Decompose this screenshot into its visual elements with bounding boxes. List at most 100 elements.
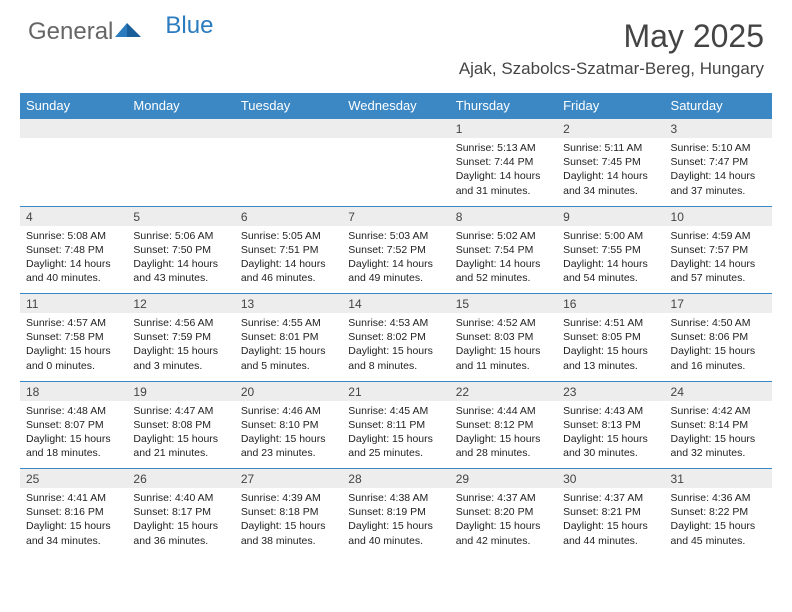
daylight-line: Daylight: 14 hours and 49 minutes. <box>348 257 443 285</box>
day-number-cell: 21 <box>342 381 449 401</box>
day-detail-cell: Sunrise: 4:56 AMSunset: 7:59 PMDaylight:… <box>127 313 234 381</box>
daylight-line: Daylight: 15 hours and 45 minutes. <box>671 519 766 547</box>
sunset-line: Sunset: 7:47 PM <box>671 155 766 169</box>
day-number-cell: 11 <box>20 294 127 314</box>
day-detail-cell: Sunrise: 4:41 AMSunset: 8:16 PMDaylight:… <box>20 488 127 556</box>
sunrise-line: Sunrise: 5:02 AM <box>456 229 551 243</box>
day-detail-cell: Sunrise: 5:08 AMSunset: 7:48 PMDaylight:… <box>20 226 127 294</box>
daylight-line: Daylight: 15 hours and 40 minutes. <box>348 519 443 547</box>
day-number-cell: 7 <box>342 206 449 226</box>
sunset-line: Sunset: 7:55 PM <box>563 243 658 257</box>
sunset-line: Sunset: 8:01 PM <box>241 330 336 344</box>
daylight-line: Daylight: 15 hours and 5 minutes. <box>241 344 336 372</box>
sunrise-line: Sunrise: 5:08 AM <box>26 229 121 243</box>
day-detail-cell: Sunrise: 4:53 AMSunset: 8:02 PMDaylight:… <box>342 313 449 381</box>
day-number-row: 25262728293031 <box>20 469 772 489</box>
sunrise-line: Sunrise: 4:43 AM <box>563 404 658 418</box>
sunset-line: Sunset: 7:58 PM <box>26 330 121 344</box>
sunrise-line: Sunrise: 5:03 AM <box>348 229 443 243</box>
weekday-header: Tuesday <box>235 93 342 119</box>
sunset-line: Sunset: 8:03 PM <box>456 330 551 344</box>
daylight-line: Daylight: 14 hours and 40 minutes. <box>26 257 121 285</box>
day-detail-cell: Sunrise: 4:37 AMSunset: 8:20 PMDaylight:… <box>450 488 557 556</box>
day-number-cell: 1 <box>450 119 557 139</box>
daylight-line: Daylight: 14 hours and 52 minutes. <box>456 257 551 285</box>
sunset-line: Sunset: 8:02 PM <box>348 330 443 344</box>
day-number-cell <box>20 119 127 139</box>
logo-text-1: General <box>28 18 113 46</box>
sunrise-line: Sunrise: 5:06 AM <box>133 229 228 243</box>
sunrise-line: Sunrise: 4:53 AM <box>348 316 443 330</box>
day-detail-cell: Sunrise: 4:44 AMSunset: 8:12 PMDaylight:… <box>450 401 557 469</box>
day-number-row: 123 <box>20 119 772 139</box>
header: General Blue May 2025 Ajak, Szabolcs-Sza… <box>0 0 792 85</box>
daylight-line: Daylight: 15 hours and 11 minutes. <box>456 344 551 372</box>
day-detail-cell: Sunrise: 4:48 AMSunset: 8:07 PMDaylight:… <box>20 401 127 469</box>
weekday-header: Wednesday <box>342 93 449 119</box>
day-detail-cell: Sunrise: 4:45 AMSunset: 8:11 PMDaylight:… <box>342 401 449 469</box>
day-number-row: 11121314151617 <box>20 294 772 314</box>
day-detail-cell: Sunrise: 5:03 AMSunset: 7:52 PMDaylight:… <box>342 226 449 294</box>
daylight-line: Daylight: 15 hours and 0 minutes. <box>26 344 121 372</box>
day-detail-row: Sunrise: 4:41 AMSunset: 8:16 PMDaylight:… <box>20 488 772 556</box>
day-detail-cell: Sunrise: 4:51 AMSunset: 8:05 PMDaylight:… <box>557 313 664 381</box>
day-detail-cell <box>127 138 234 206</box>
day-detail-cell: Sunrise: 4:47 AMSunset: 8:08 PMDaylight:… <box>127 401 234 469</box>
sunset-line: Sunset: 8:10 PM <box>241 418 336 432</box>
daylight-line: Daylight: 15 hours and 23 minutes. <box>241 432 336 460</box>
calendar-table: Sunday Monday Tuesday Wednesday Thursday… <box>20 93 772 556</box>
day-number-cell: 5 <box>127 206 234 226</box>
sunrise-line: Sunrise: 4:45 AM <box>348 404 443 418</box>
logo: General Blue <box>28 18 213 46</box>
daylight-line: Daylight: 15 hours and 34 minutes. <box>26 519 121 547</box>
sunset-line: Sunset: 7:44 PM <box>456 155 551 169</box>
sunrise-line: Sunrise: 4:42 AM <box>671 404 766 418</box>
sunset-line: Sunset: 8:20 PM <box>456 505 551 519</box>
day-detail-cell: Sunrise: 4:52 AMSunset: 8:03 PMDaylight:… <box>450 313 557 381</box>
sunset-line: Sunset: 7:45 PM <box>563 155 658 169</box>
sunset-line: Sunset: 8:21 PM <box>563 505 658 519</box>
sunset-line: Sunset: 7:48 PM <box>26 243 121 257</box>
sunrise-line: Sunrise: 4:51 AM <box>563 316 658 330</box>
day-number-row: 45678910 <box>20 206 772 226</box>
sunset-line: Sunset: 8:07 PM <box>26 418 121 432</box>
sunrise-line: Sunrise: 4:57 AM <box>26 316 121 330</box>
day-number-cell: 16 <box>557 294 664 314</box>
daylight-line: Daylight: 14 hours and 57 minutes. <box>671 257 766 285</box>
daylight-line: Daylight: 15 hours and 8 minutes. <box>348 344 443 372</box>
day-detail-cell: Sunrise: 4:55 AMSunset: 8:01 PMDaylight:… <box>235 313 342 381</box>
day-detail-cell <box>235 138 342 206</box>
day-number-cell: 6 <box>235 206 342 226</box>
daylight-line: Daylight: 14 hours and 54 minutes. <box>563 257 658 285</box>
sunset-line: Sunset: 8:11 PM <box>348 418 443 432</box>
weekday-header-row: Sunday Monday Tuesday Wednesday Thursday… <box>20 93 772 119</box>
sunset-line: Sunset: 7:59 PM <box>133 330 228 344</box>
day-number-cell: 22 <box>450 381 557 401</box>
weekday-header: Friday <box>557 93 664 119</box>
daylight-line: Daylight: 15 hours and 25 minutes. <box>348 432 443 460</box>
day-number-cell <box>235 119 342 139</box>
sunset-line: Sunset: 7:57 PM <box>671 243 766 257</box>
location: Ajak, Szabolcs-Szatmar-Bereg, Hungary <box>459 59 764 79</box>
day-detail-row: Sunrise: 5:13 AMSunset: 7:44 PM Daylight:… <box>20 138 772 206</box>
day-number-cell: 10 <box>665 206 772 226</box>
sunset-line: Sunset: 8:14 PM <box>671 418 766 432</box>
day-number-cell: 26 <box>127 469 234 489</box>
daylight-line: Daylight: 15 hours and 38 minutes. <box>241 519 336 547</box>
logo-text-2: Blue <box>165 12 213 40</box>
day-number-cell: 18 <box>20 381 127 401</box>
sunrise-line: Sunrise: 5:10 AM <box>671 141 766 155</box>
day-number-cell: 12 <box>127 294 234 314</box>
day-number-cell: 17 <box>665 294 772 314</box>
day-detail-cell: Sunrise: 5:10 AMSunset: 7:47 PMDaylight:… <box>665 138 772 206</box>
day-number-cell <box>127 119 234 139</box>
daylight-line: Daylight: 14 hours and 34 minutes. <box>563 169 658 197</box>
day-number-cell: 24 <box>665 381 772 401</box>
day-number-cell: 8 <box>450 206 557 226</box>
sunset-line: Sunset: 7:51 PM <box>241 243 336 257</box>
sunrise-line: Sunrise: 4:55 AM <box>241 316 336 330</box>
weekday-header: Sunday <box>20 93 127 119</box>
sunrise-line: Sunrise: 4:50 AM <box>671 316 766 330</box>
daylight-line: Daylight: 14 hours and 43 minutes. <box>133 257 228 285</box>
sunrise-line: Sunrise: 5:13 AM <box>456 141 551 155</box>
